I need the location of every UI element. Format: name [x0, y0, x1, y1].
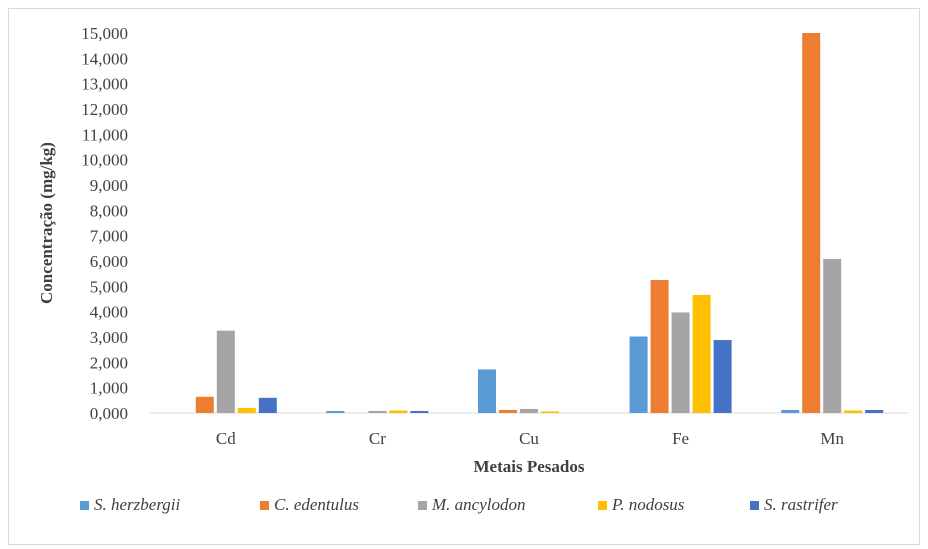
y-tick-label: 0,000 — [90, 404, 128, 423]
bar-cr-1 — [326, 410, 345, 413]
legend-swatch — [418, 501, 427, 510]
legend-swatch — [750, 501, 759, 510]
y-tick-label: 12,000 — [81, 100, 128, 119]
legend-label: C. edentulus — [274, 495, 359, 514]
legend-label: M. ancylodon — [431, 495, 525, 514]
legend-label: P. nodosus — [611, 495, 685, 514]
legend-swatch — [80, 501, 89, 510]
x-category-label: Cu — [519, 429, 539, 448]
bar-mn-2 — [802, 33, 821, 413]
legend-swatch — [598, 501, 607, 510]
legend-swatch — [260, 501, 269, 510]
y-tick-label: 14,000 — [81, 49, 128, 68]
bar-cr-3 — [368, 410, 387, 413]
bar-cd-4 — [237, 407, 256, 413]
bar-fe-2 — [650, 280, 669, 413]
legend-label: S. rastrifer — [764, 495, 838, 514]
y-tick-label: 6,000 — [90, 252, 128, 271]
bar-fe-1 — [629, 336, 648, 413]
bar-fe-4 — [692, 294, 711, 413]
x-axis-categories: Cd Cr Cu Fe Mn — [216, 429, 845, 448]
legend: S. herzbergii C. edentulus M. ancylodon P. … — [80, 495, 838, 514]
x-category-label: Mn — [820, 429, 844, 448]
y-axis-ticks: 0,000 1,000 2,000 3,000 4,000 5,000 6,000 7,000… — [81, 24, 128, 423]
x-category-label: Fe — [672, 429, 689, 448]
bar-cd-2 — [195, 396, 214, 413]
x-axis-title: Metais Pesados — [474, 457, 585, 476]
bar-cr-5 — [410, 410, 429, 413]
y-tick-label: 8,000 — [90, 201, 128, 220]
y-axis-title: Concentração (mg/kg) — [37, 142, 56, 304]
bar-mn-5 — [865, 409, 884, 413]
bar-mn-3 — [823, 258, 842, 413]
y-tick-label: 11,000 — [82, 125, 128, 144]
x-category-label: Cd — [216, 429, 236, 448]
bar-cd-3 — [216, 330, 235, 413]
bar-cr-4 — [389, 410, 408, 413]
x-category-label: Cr — [369, 429, 386, 448]
bar-cd-5 — [258, 397, 277, 413]
y-tick-label: 5,000 — [90, 277, 128, 296]
bars — [195, 33, 884, 413]
y-tick-label: 10,000 — [81, 151, 128, 170]
y-tick-label: 2,000 — [90, 353, 128, 372]
bar-cu-2 — [499, 409, 517, 413]
y-tick-label: 9,000 — [90, 176, 128, 195]
bar-mn-4 — [844, 410, 863, 413]
y-tick-label: 15,000 — [81, 24, 128, 43]
y-tick-label: 7,000 — [90, 227, 128, 246]
bar-cu-3 — [520, 408, 538, 413]
bar-cu-4 — [541, 411, 559, 413]
bar-mn-1 — [781, 409, 800, 413]
y-tick-label: 1,000 — [90, 379, 128, 398]
y-tick-label: 3,000 — [90, 328, 128, 347]
bar-fe-3 — [671, 312, 690, 413]
chart-frame — [8, 8, 920, 545]
y-tick-label: 13,000 — [81, 75, 128, 94]
bar-cu-1 — [478, 369, 496, 413]
bar-fe-5 — [713, 340, 732, 413]
legend-label: S. herzbergii — [94, 495, 181, 514]
y-tick-label: 4,000 — [90, 303, 128, 322]
